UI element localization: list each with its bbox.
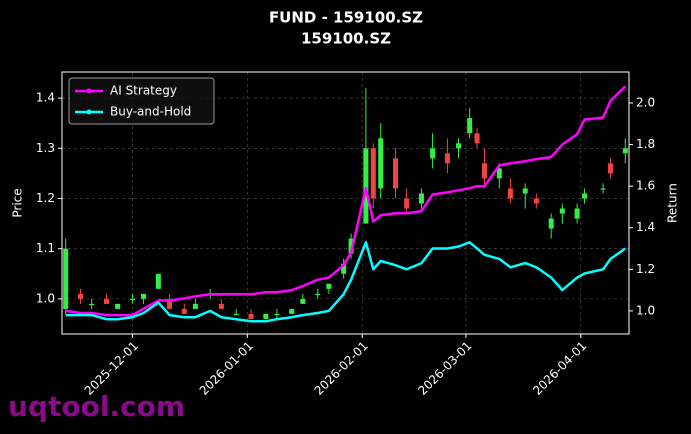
candle-body [274, 313, 280, 316]
candle-body [341, 263, 347, 274]
y2-tick-label: 1.6 [636, 179, 655, 193]
candle-body [155, 273, 161, 289]
candle-body [404, 198, 410, 209]
candle-body [326, 283, 332, 289]
plot-frame [61, 71, 630, 335]
candle-body [263, 313, 269, 319]
candle-body [474, 133, 480, 144]
legend-marker [86, 88, 92, 94]
x-tick-label: 2026-01-01 [197, 339, 256, 398]
candle-body [78, 293, 84, 299]
series-line [65, 241, 627, 323]
candle-body [622, 148, 628, 154]
legend-label: Buy-and-Hold [110, 105, 191, 119]
candle-body [300, 298, 306, 304]
x-tick-label: 2026-03-01 [415, 339, 474, 398]
chart-subtitle: 159100.SZ [301, 30, 391, 48]
candle-body [430, 148, 436, 159]
candle-body [496, 168, 502, 179]
legend: AI Strategy Buy-and-Hold [68, 77, 215, 125]
candle-body [218, 303, 224, 309]
candle-body [141, 293, 147, 299]
plot-area [62, 72, 629, 334]
candle-body [129, 298, 135, 301]
candle-body [166, 298, 172, 309]
y-tick-label: 1.0 [36, 291, 55, 305]
candle-body [600, 188, 606, 190]
candle-body [582, 193, 588, 199]
y2-axis-label: Return [666, 183, 680, 223]
candle-body [363, 148, 369, 224]
candle-body [507, 188, 513, 199]
series-line [65, 85, 627, 317]
y2-tick-label: 1.2 [636, 262, 655, 276]
candle-body [370, 148, 376, 199]
candle-body [89, 303, 95, 306]
candle-body [248, 313, 254, 319]
candle-body [444, 153, 450, 164]
candle-body [103, 298, 109, 304]
chart-title: FUND - 159100.SZ [269, 9, 423, 27]
y2-tick-label: 1.0 [636, 303, 655, 317]
candle-body [233, 313, 239, 316]
y2-tick-label: 2.0 [636, 95, 655, 109]
y-tick-label: 1.3 [36, 141, 55, 155]
x-tick-label: 2026-02-01 [312, 339, 371, 398]
candle-body [115, 303, 121, 309]
candle-body [315, 293, 321, 296]
candle-body [548, 218, 554, 229]
y-axis-label: Price [11, 188, 25, 217]
y2-tick-label: 1.8 [636, 137, 655, 151]
candle-body [181, 308, 187, 314]
candle-body [481, 163, 487, 179]
candle-body [348, 238, 354, 254]
candle-body [607, 163, 613, 174]
legend-marker [86, 109, 92, 115]
y-tick-label: 1.4 [36, 91, 55, 105]
candle-body [63, 248, 69, 309]
legend-box [68, 77, 215, 125]
candle-body [574, 208, 580, 219]
candle-body [378, 138, 384, 189]
candle-body [467, 118, 473, 134]
candle-body [192, 303, 198, 309]
y-tick-label: 1.2 [36, 191, 55, 205]
candle-body [522, 188, 528, 194]
candle-body [418, 193, 424, 204]
candle-body [559, 208, 565, 214]
x-tick-label: 2026-04-01 [530, 339, 589, 398]
candle-body [533, 198, 539, 204]
y-tick-label: 1.1 [36, 241, 55, 255]
candle-body [289, 308, 295, 314]
candle-body [393, 158, 399, 189]
candle-body [456, 143, 462, 149]
legend-label: AI Strategy [110, 84, 177, 98]
watermark: uqtool.com [8, 390, 185, 423]
y2-tick-label: 1.4 [636, 220, 655, 234]
